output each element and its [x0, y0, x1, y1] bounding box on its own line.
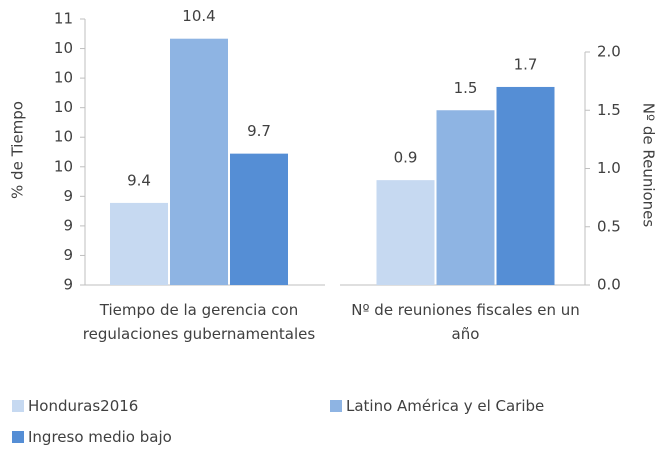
y2-axis-title: Nº de Reuniones [640, 103, 658, 228]
y-tick-label: 11 [54, 10, 73, 28]
legend-label: Ingreso medio bajo [28, 428, 172, 446]
legend-swatch [12, 400, 24, 412]
y-tick-label: 10 [54, 128, 73, 146]
y-axis-title: % de Tiempo [9, 101, 27, 199]
bar [170, 38, 228, 285]
x-category-label: Nº de reuniones fiscales en un año [351, 301, 580, 343]
value-label: 9.4 [127, 171, 151, 189]
bar [230, 153, 288, 285]
y-tick-label: 0.5 [597, 217, 621, 235]
legend-item: Latino América y el Caribe [330, 397, 544, 415]
value-label: 10.4 [182, 7, 215, 25]
value-label: 9.7 [247, 122, 271, 140]
y-tick-label: 10 [54, 98, 73, 116]
legend-label: Honduras2016 [28, 397, 139, 415]
legend-item: Ingreso medio bajo [12, 428, 172, 446]
y-tick-label: 10 [54, 39, 73, 57]
y-tick-label: 9 [63, 246, 73, 264]
y-tick-label: 10 [54, 69, 73, 87]
legend-swatch [330, 400, 342, 412]
legend-item: Honduras2016 [12, 397, 138, 415]
bar [436, 110, 495, 285]
bar [376, 180, 435, 285]
bar [496, 86, 555, 285]
y-tick-label: 10 [54, 157, 73, 175]
y-tick-label: 1.0 [597, 159, 621, 177]
x-category-label: Tiempo de la gerencia con regulaciones g… [82, 301, 316, 343]
value-label: 0.9 [394, 149, 418, 167]
y-tick-label: 1.5 [597, 101, 621, 119]
bar [110, 202, 168, 285]
legend-label: Latino América y el Caribe [346, 397, 545, 415]
y-tick-label: 9 [63, 187, 73, 205]
value-label: 1.7 [514, 55, 538, 73]
value-label: 1.5 [454, 79, 478, 97]
y-tick-label: 2.0 [597, 43, 621, 61]
legend-swatch [12, 431, 24, 443]
y-tick-label: 9 [63, 276, 73, 294]
y-tick-label: 9 [63, 216, 73, 234]
y-tick-label: 0.0 [597, 276, 621, 294]
